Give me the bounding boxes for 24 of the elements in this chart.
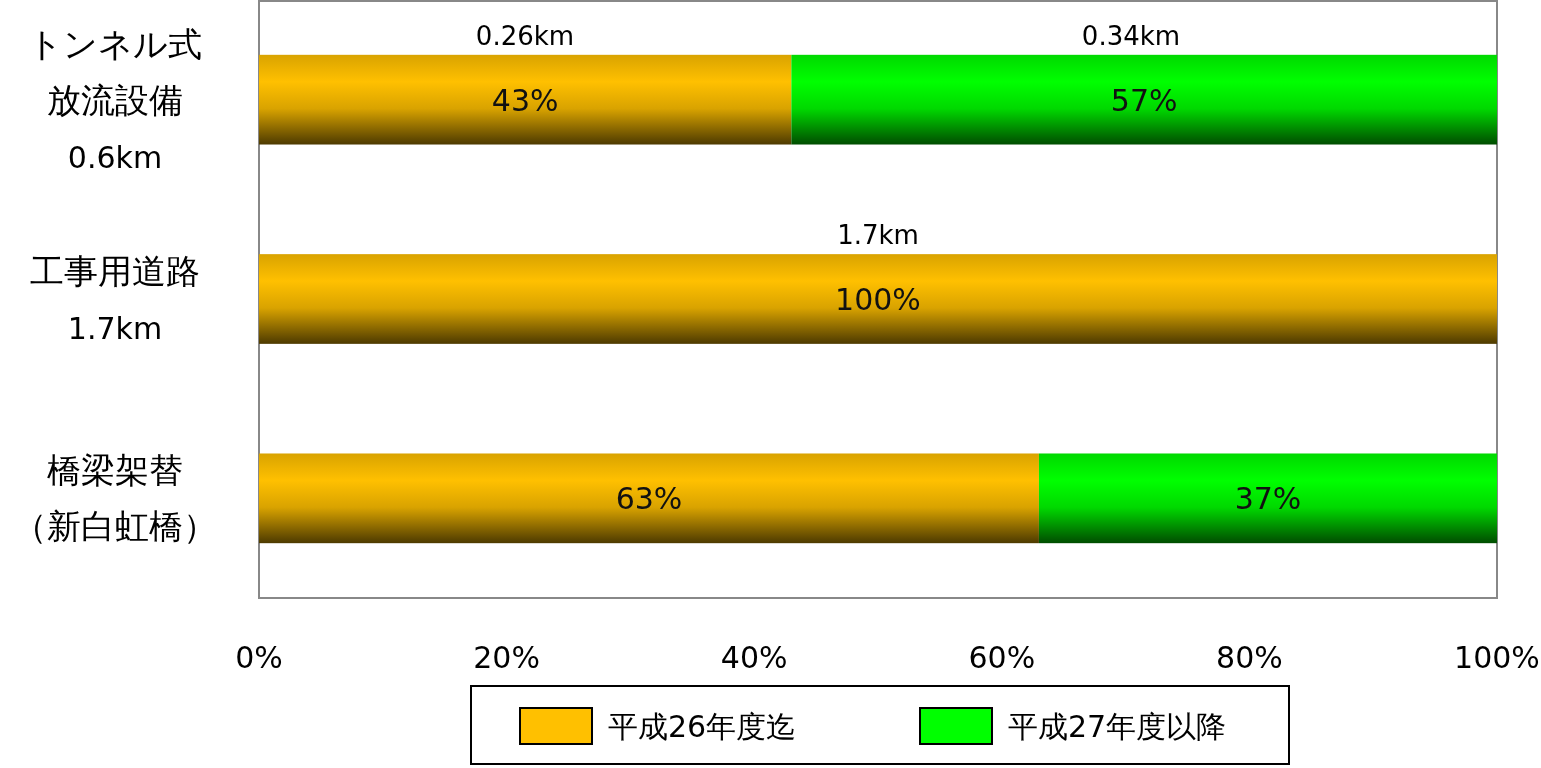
y-tick-label: 工事用道路 1.7km — [30, 251, 200, 346]
legend-label: 平成27年度以降 — [1008, 709, 1227, 744]
x-tick-label: 80% — [1216, 640, 1283, 675]
bar — [791, 54, 1497, 145]
data-label: 37% — [1234, 481, 1302, 517]
x-tick-label: 100% — [1454, 640, 1540, 675]
data-label: 43% — [491, 82, 559, 118]
y-tick-label: 橋梁架替（新白虹橋） — [13, 450, 217, 547]
x-tick-label: 60% — [968, 640, 1036, 675]
legend-label: 平成26年度迄 — [608, 709, 797, 744]
annotation: 1.7km — [837, 220, 919, 250]
x-tick-label: 40% — [720, 640, 788, 675]
x-tick-label: 0% — [235, 640, 283, 675]
x-tick-label: 20% — [473, 640, 540, 675]
bar — [259, 254, 1497, 344]
data-label: 63% — [615, 481, 683, 517]
data-label: 100% — [835, 282, 921, 317]
bar — [259, 54, 792, 145]
bar — [1038, 453, 1497, 544]
annotation: 0.26km — [475, 21, 575, 51]
bar — [259, 453, 1039, 544]
y-tick-label: トンネル式放流設備 0.6km — [28, 23, 202, 175]
data-label: 57% — [1110, 82, 1178, 118]
annotation: 0.34km — [1081, 21, 1181, 51]
